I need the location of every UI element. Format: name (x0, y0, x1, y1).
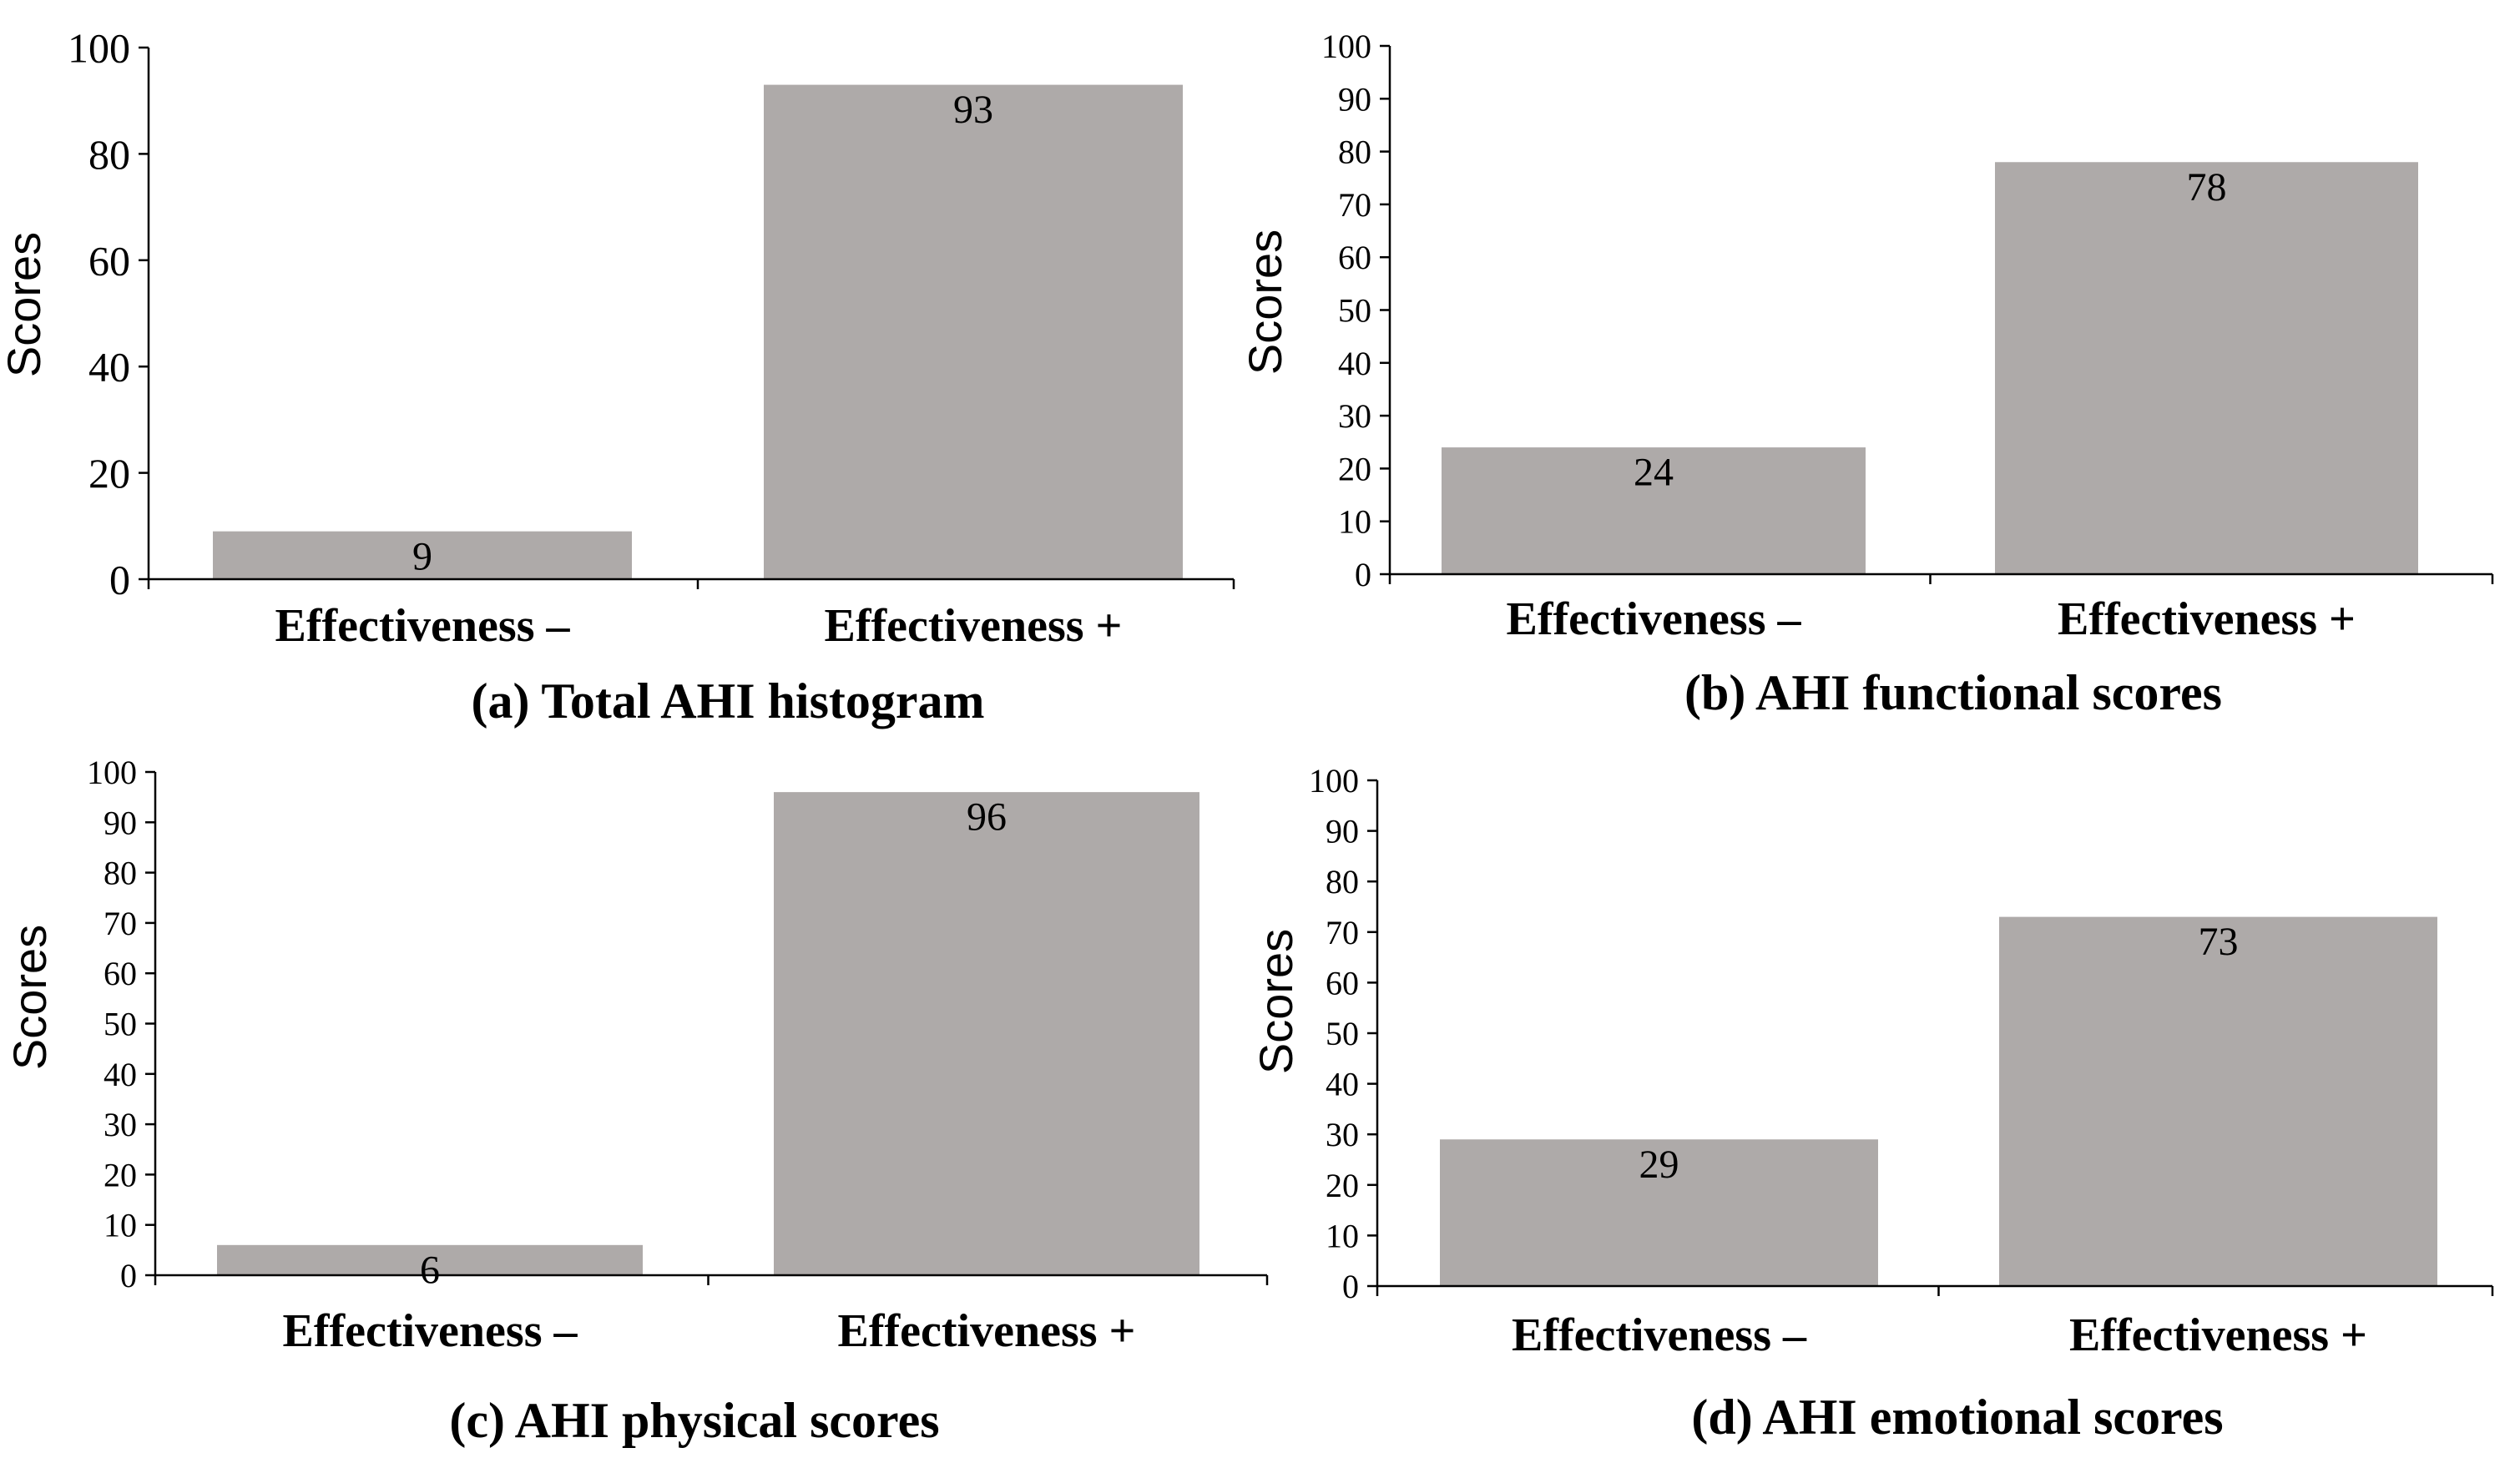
panel-b: 0 10 20 30 40 50 60 70 80 90 100 Scores 24 78 Effectiv… (1239, 28, 2494, 720)
y-tick-label: 20 (88, 450, 130, 497)
y-tick-label: 20 (1338, 450, 1371, 487)
y-tick-label: 40 (88, 344, 130, 391)
y-tick-label: 0 (109, 557, 130, 603)
chart-caption: (c) AHI physical scores (449, 1393, 939, 1448)
y-tick-label: 60 (1326, 964, 1359, 1001)
bar-effectiveness-plus (1995, 162, 2418, 574)
y-tick-label: 40 (1338, 345, 1371, 382)
y-tick-label: 0 (120, 1257, 137, 1294)
y-tick-label: 50 (1326, 1015, 1359, 1052)
data-label: 96 (967, 795, 1007, 840)
chart-caption: (b) AHI functional scores (1684, 665, 2222, 720)
y-axis-label: Scores (3, 925, 56, 1070)
y-tick-label: 40 (1326, 1066, 1359, 1103)
y-tick-label: 0 (1355, 556, 1371, 593)
data-label: 93 (953, 88, 993, 132)
y-tick-label: 20 (104, 1156, 137, 1193)
y-tick-label: 70 (1338, 186, 1371, 224)
x-category-label: Effectiveness – (1506, 593, 1801, 645)
y-tick-label: 30 (104, 1106, 137, 1143)
chart-caption: (d) AHI emotional scores (1691, 1390, 2223, 1445)
y-axis-label: Scores (1250, 929, 1302, 1074)
y-axis-label: Scores (1239, 230, 1291, 375)
y-tick-label: 80 (104, 855, 137, 892)
data-label: 9 (412, 534, 432, 578)
x-category-label: Effectiveness + (838, 1305, 1136, 1357)
data-label: 29 (1639, 1143, 1679, 1187)
data-label: 6 (420, 1248, 440, 1292)
y-tick-label: 10 (1338, 503, 1371, 541)
y-tick-label: 10 (1326, 1217, 1359, 1254)
y-tick-label: 70 (1326, 914, 1359, 951)
x-category-label: Effectiveness + (825, 600, 1123, 652)
bar-effectiveness-plus (774, 792, 1199, 1275)
y-tick-label: 40 (104, 1056, 137, 1093)
y-tick-label: 90 (104, 804, 137, 841)
panel-a: 0 20 40 60 80 100 Scores 9 93 Effectiveness – Effe… (0, 25, 1235, 729)
y-tick-label: 70 (104, 905, 137, 942)
bar-effectiveness-minus (1440, 1139, 1878, 1286)
y-tick-label: 100 (1321, 28, 1371, 65)
panel-c: 0 10 20 30 40 50 60 70 80 90 100 Scores 6 96 Effective… (3, 754, 1269, 1448)
x-category-label: Effectiveness – (1512, 1309, 1807, 1361)
y-tick-label: 60 (104, 955, 137, 992)
y-tick-label: 50 (1338, 292, 1371, 330)
y-tick-label: 60 (88, 237, 130, 284)
bar-effectiveness-plus (764, 84, 1183, 580)
chart-caption: (a) Total AHI histogram (471, 673, 984, 729)
y-tick-label: 100 (68, 25, 130, 72)
panel-d: 0 10 20 30 40 50 60 70 80 90 100 Scores 29 73 Effectiv… (1250, 762, 2494, 1445)
bar-effectiveness-minus (213, 531, 632, 579)
y-tick-label: 60 (1338, 239, 1371, 276)
y-axis-label: Scores (0, 232, 50, 377)
y-tick-label: 50 (104, 1006, 137, 1043)
x-category-label: Effectiveness – (275, 600, 570, 652)
data-label: 24 (1634, 451, 1674, 495)
y-tick-label: 80 (88, 131, 130, 178)
y-tick-label: 30 (1338, 397, 1371, 435)
y-tick-label: 80 (1326, 863, 1359, 901)
y-tick-label: 90 (1338, 80, 1371, 118)
x-category-label: Effectiveness + (2058, 593, 2356, 645)
y-tick-label: 100 (87, 754, 137, 791)
y-tick-label: 10 (104, 1207, 137, 1244)
y-tick-label: 80 (1338, 134, 1371, 171)
y-tick-label: 0 (1342, 1268, 1359, 1305)
data-label: 73 (2199, 920, 2239, 964)
x-category-label: Effectiveness – (282, 1305, 578, 1357)
y-tick-label: 30 (1326, 1116, 1359, 1153)
bar-effectiveness-minus (217, 1244, 643, 1275)
y-tick-label: 100 (1309, 762, 1359, 800)
bar-effectiveness-minus (1442, 447, 1866, 574)
bar-effectiveness-plus (1999, 916, 2437, 1286)
data-label: 78 (2187, 165, 2227, 209)
x-category-label: Effectiveness + (2069, 1309, 2367, 1361)
y-tick-label: 20 (1326, 1167, 1359, 1204)
y-tick-label: 90 (1326, 813, 1359, 850)
